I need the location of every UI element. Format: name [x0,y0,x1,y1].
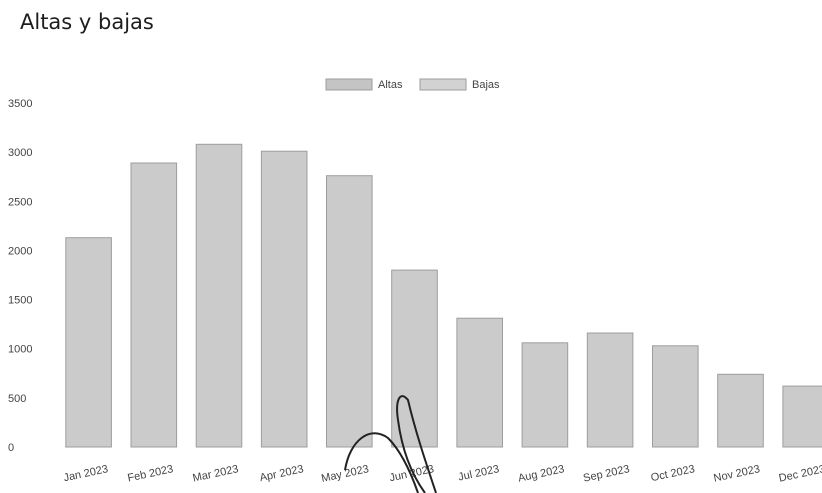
bar-jan-2023[interactable] [65,237,112,448]
y-axis-ticks: 0 500 1000 1500 2000 2500 3000 3500 [8,98,32,454]
scribble-arc-left [344,432,419,493]
x-tick-label: Mar 2023 [192,463,240,484]
bar-nov-2023[interactable] [717,373,764,448]
y-tick-label: 3500 [8,98,32,110]
x-tick-label: Jan 2023 [62,463,109,484]
x-axis-ticks: Jan 2023 Feb 2023 Mar 2023 Apr 2023 May 2023… [62,463,822,485]
x-tick-label: Apr 2023 [259,463,305,484]
bar-oct-2023[interactable] [652,345,699,448]
legend-label-bajas: Bajas [472,79,500,91]
y-tick-label: 2000 [8,245,32,257]
pen-scribble-mark [344,395,437,493]
bar-feb-2023[interactable] [130,162,178,448]
legend-swatch-bajas[interactable] [419,78,467,91]
bar-jul-2023[interactable] [456,317,503,448]
x-tick-label: Sep 2023 [582,463,631,485]
y-tick-label: 0 [8,442,14,454]
y-tick-label: 500 [8,393,26,405]
x-tick-label: Aug 2023 [517,463,566,485]
legend-swatch-altas[interactable] [325,78,373,91]
bar-mar-2023[interactable] [195,143,243,448]
bar-dec-2023[interactable] [782,385,822,448]
y-tick-label: 1000 [8,344,32,356]
bar-may-2023[interactable] [326,175,373,448]
x-tick-label: Oct 2023 [650,463,696,484]
x-tick-label: Jul 2023 [457,463,500,483]
x-tick-label: Dec 2023 [778,463,822,485]
bar-sep-2023[interactable] [586,332,634,448]
bars [65,143,822,448]
legend-label-altas: Altas [378,79,403,91]
bar-jun-2023[interactable] [391,269,438,448]
chart-title: Altas y bajas [20,10,154,34]
chart-legend: Altas Bajas [325,78,500,91]
x-tick-label: Nov 2023 [713,463,762,485]
y-tick-label: 2500 [8,196,32,208]
bar-aug-2023[interactable] [521,342,569,448]
y-tick-label: 1500 [8,295,32,307]
bar-apr-2023[interactable] [260,150,308,448]
y-tick-label: 3000 [8,147,32,159]
x-tick-label: Feb 2023 [126,463,174,484]
scribble-loop-right [396,395,437,493]
